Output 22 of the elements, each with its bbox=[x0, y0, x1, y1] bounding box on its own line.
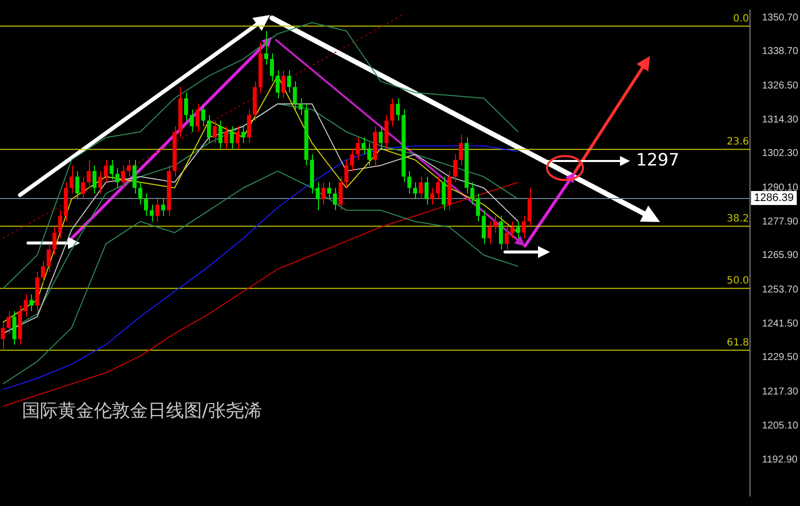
text: 国际黄金伦敦金日线图/张尧浠 bbox=[22, 400, 262, 422]
y-tick-label: 1217.30 bbox=[762, 386, 799, 398]
y-tick-label: 1192.90 bbox=[762, 454, 798, 466]
y-tick-label: 1229.50 bbox=[762, 352, 799, 364]
y-tick-label: 1350.70 bbox=[762, 12, 799, 24]
y-tick-label: 1241.50 bbox=[762, 318, 799, 330]
y-tick-label: 1205.10 bbox=[762, 420, 799, 432]
y-tick-label: 1314.30 bbox=[762, 114, 799, 126]
annotation: 61.8 bbox=[726, 337, 749, 348]
y-tick-label: 1302.30 bbox=[762, 148, 799, 160]
y-tick-label: 1326.50 bbox=[762, 80, 799, 92]
annotation: 1297 bbox=[636, 150, 680, 170]
annotation: 23.6 bbox=[726, 136, 749, 148]
ref-line-label: 1286.39 bbox=[754, 192, 794, 204]
y-tick-label: 1277.90 bbox=[762, 216, 799, 228]
y-tick-label: 1265.90 bbox=[762, 250, 799, 262]
y-tick-label: 1338.70 bbox=[762, 46, 799, 58]
annotation: 0.0 bbox=[733, 13, 749, 24]
annotation: 50.0 bbox=[726, 275, 749, 286]
y-tick-label: 1290.10 bbox=[762, 182, 799, 194]
y-tick-label: 1253.70 bbox=[762, 284, 799, 296]
annotation: 38.2 bbox=[726, 213, 749, 224]
